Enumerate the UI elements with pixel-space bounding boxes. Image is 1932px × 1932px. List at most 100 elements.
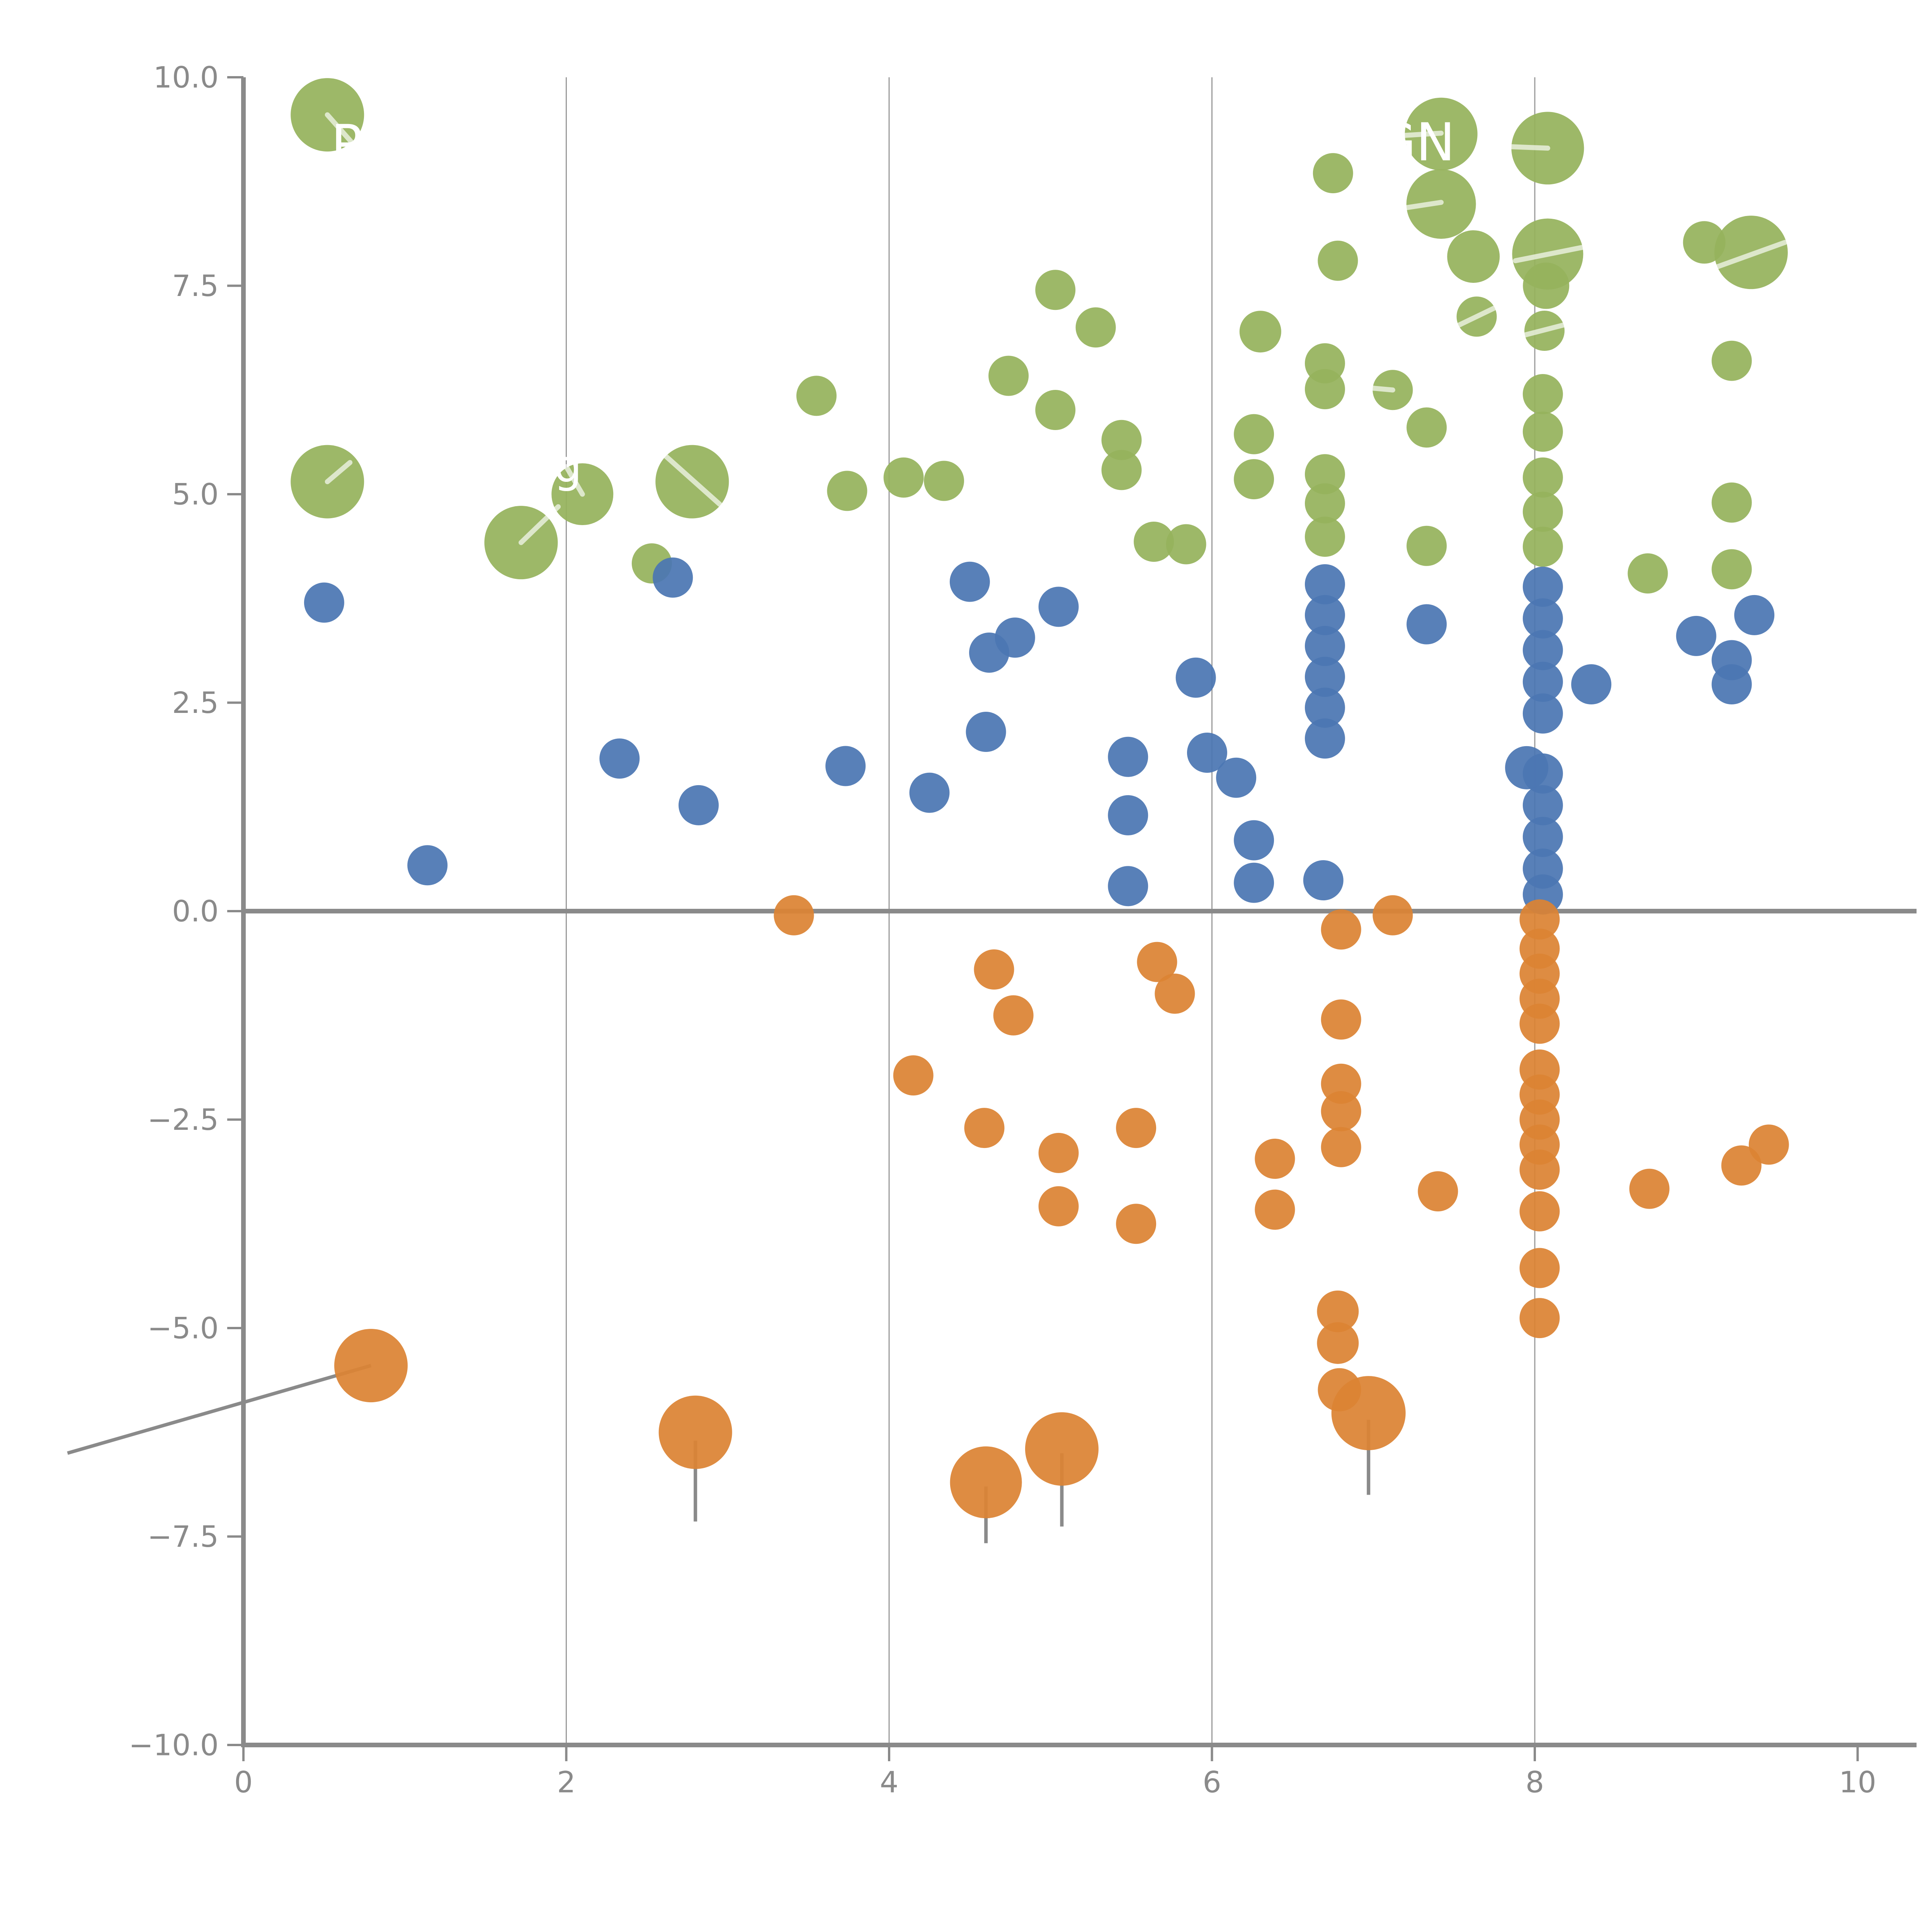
green-data-point <box>1711 482 1752 523</box>
y-tick-label: −7.5 <box>147 1519 219 1554</box>
orange-data-point <box>1038 1186 1079 1226</box>
orange-data-point <box>1519 899 1560 940</box>
orange-data-point <box>1116 1108 1156 1148</box>
orange-data-point <box>964 1108 1005 1148</box>
blue-data-point <box>1522 693 1563 734</box>
orange-data-point <box>334 1329 408 1403</box>
green-data-point <box>1101 420 1142 460</box>
y-tick-label: −2.5 <box>147 1102 219 1137</box>
green-data-point <box>1304 454 1345 495</box>
green-data-point <box>1101 450 1142 490</box>
green-data-point <box>1522 412 1563 452</box>
orange-data-point <box>1321 1091 1361 1131</box>
green-data-point <box>1447 230 1500 283</box>
green-data-point <box>1318 240 1358 281</box>
blue-data-point <box>1304 656 1345 697</box>
blue-data-point <box>1187 732 1227 773</box>
blue-data-point <box>1304 595 1345 635</box>
x-tick-label: 10 <box>1839 1765 1876 1799</box>
blue-data-point <box>407 845 448 886</box>
green-data-point <box>1304 369 1345 410</box>
x-tick-label: 2 <box>557 1765 575 1799</box>
blue-data-point <box>909 772 950 813</box>
white-leader-layer <box>325 112 1788 545</box>
green-data-point <box>1166 524 1206 565</box>
blue-data-point <box>1304 564 1345 605</box>
blue-data-point <box>1711 664 1752 705</box>
green-data-point <box>1522 492 1563 532</box>
green-data-point <box>1406 407 1447 448</box>
green-data-point <box>1234 414 1274 454</box>
blue-data-point <box>1734 595 1775 635</box>
y-tick-label: 2.5 <box>172 685 219 720</box>
leader-line <box>1513 318 1583 340</box>
green-data-point <box>1628 553 1668 594</box>
data-point-layer <box>291 78 1789 1519</box>
orange-data-point <box>658 1395 732 1469</box>
blue-data-point <box>995 617 1035 658</box>
blue-data-point <box>825 746 866 786</box>
x-tick-label: 0 <box>234 1765 253 1799</box>
leader-line <box>664 454 722 507</box>
orange-data-point <box>1317 1322 1359 1364</box>
annotation-label: g <box>554 441 582 493</box>
blue-data-point <box>1108 866 1148 906</box>
green-data-point <box>1522 457 1563 498</box>
blue-data-point <box>1676 616 1716 656</box>
orange-data-point <box>1317 1290 1359 1332</box>
green-data-point <box>1711 340 1752 381</box>
y-tick-label: −5.0 <box>147 1311 219 1345</box>
orange-data-point <box>1372 895 1413 935</box>
green-data-point <box>1239 311 1281 353</box>
blue-data-point <box>1303 860 1344 901</box>
x-tick-label: 8 <box>1526 1765 1544 1799</box>
orange-data-point <box>1321 1127 1361 1167</box>
annotation-label: GN <box>1376 112 1455 173</box>
blue-data-point <box>1234 820 1274 861</box>
green-data-point <box>1711 549 1752 590</box>
y-tick-label: 10.0 <box>153 60 219 95</box>
blue-data-point <box>304 582 344 623</box>
blue-data-point <box>1304 626 1345 666</box>
blue-data-point <box>1522 630 1563 670</box>
green-data-point <box>1304 517 1345 557</box>
orange-data-point <box>1721 1145 1762 1186</box>
blue-data-point <box>1304 718 1345 759</box>
leader-line <box>1513 244 1589 264</box>
leader-line <box>325 112 356 147</box>
orange-data-point <box>1331 1376 1406 1451</box>
orange-data-point <box>1519 1003 1560 1044</box>
green-data-point <box>1134 522 1174 562</box>
green-data-point <box>1523 262 1570 309</box>
leader-line <box>325 460 353 485</box>
blue-data-point <box>1234 862 1274 903</box>
blue-data-point <box>1038 587 1079 627</box>
blue-data-point <box>1522 753 1563 794</box>
green-data-point <box>1075 307 1116 348</box>
green-data-point <box>883 457 924 498</box>
annotation-label: P <box>331 114 362 174</box>
orange-data-point <box>1519 1191 1560 1231</box>
orange-data-point <box>1321 999 1361 1040</box>
orange-data-point <box>1116 1204 1156 1244</box>
blue-data-point <box>1522 785 1563 825</box>
blue-data-point <box>599 738 640 779</box>
blue-data-point <box>1522 662 1563 702</box>
orange-data-point <box>1519 1298 1560 1338</box>
orange-data-point <box>1321 1063 1361 1104</box>
green-data-point <box>1406 526 1447 566</box>
blue-data-point <box>1175 657 1216 698</box>
orange-data-point <box>774 895 814 935</box>
green-data-point <box>796 376 837 416</box>
green-data-point <box>988 355 1029 396</box>
leader-line <box>1713 240 1788 270</box>
orange-data-point <box>1137 942 1177 982</box>
y-tick-label: −10.0 <box>129 1728 219 1762</box>
green-data-point <box>1035 270 1076 310</box>
blue-data-point <box>1304 687 1345 728</box>
blue-data-point <box>1406 604 1447 645</box>
blue-data-point <box>1522 598 1563 639</box>
axis-layer: 0 2 4 6 8 10 10.0 7.5 5.0 2.5 0.0 −2.5 −5.0 −7.5 −10.0 <box>129 60 1917 1799</box>
orange-data-point <box>1748 1124 1789 1165</box>
